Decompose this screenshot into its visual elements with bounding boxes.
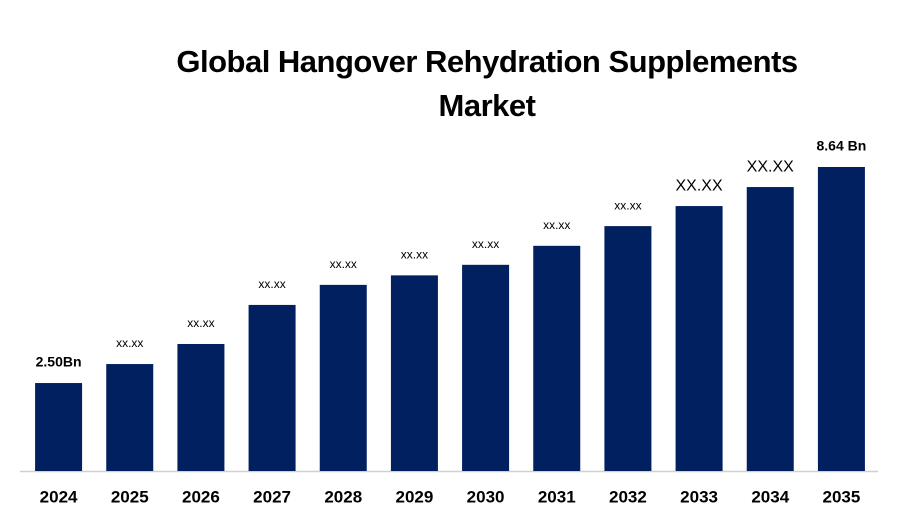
value-label: xx.xx xyxy=(330,257,357,271)
value-label: xx.xx xyxy=(401,248,428,262)
x-tick-label: 2025 xyxy=(111,487,149,506)
value-label: xx.xx xyxy=(116,336,143,350)
bar xyxy=(35,383,83,471)
bar xyxy=(462,264,510,471)
x-tick-label: 2026 xyxy=(182,487,220,506)
x-tick-label: 2033 xyxy=(680,487,718,506)
bar xyxy=(675,206,723,472)
x-tick-label: 2031 xyxy=(538,487,576,506)
value-label: XX.XX xyxy=(676,177,723,194)
bar xyxy=(106,364,154,471)
x-tick-label: 2030 xyxy=(467,487,505,506)
bar xyxy=(817,167,865,471)
bar xyxy=(604,226,652,471)
value-label: xx.xx xyxy=(472,237,499,251)
bar xyxy=(177,343,225,471)
x-tick-label: 2032 xyxy=(609,487,647,506)
value-label: xx.xx xyxy=(258,277,285,291)
value-label: xx.xx xyxy=(543,218,570,232)
value-label: xx.xx xyxy=(187,316,214,330)
value-label: xx.xx xyxy=(614,198,641,212)
chart-title: Global Hangover Rehydration Supplements … xyxy=(176,44,798,123)
x-tick-label: 2027 xyxy=(253,487,291,506)
value-label: 2.50Bn xyxy=(36,354,82,370)
x-tick-label: 2024 xyxy=(40,487,78,506)
x-tick-label: 2028 xyxy=(324,487,362,506)
x-tick-label: 2034 xyxy=(751,487,789,506)
value-label: 8.64 Bn xyxy=(817,138,867,154)
bar xyxy=(248,304,296,471)
x-tick-label: 2035 xyxy=(823,487,861,506)
bar xyxy=(390,275,438,471)
bar xyxy=(319,284,367,471)
bar xyxy=(533,245,581,471)
x-tick-label: 2029 xyxy=(396,487,434,506)
value-label: XX.XX xyxy=(747,158,794,175)
bar xyxy=(746,187,794,472)
